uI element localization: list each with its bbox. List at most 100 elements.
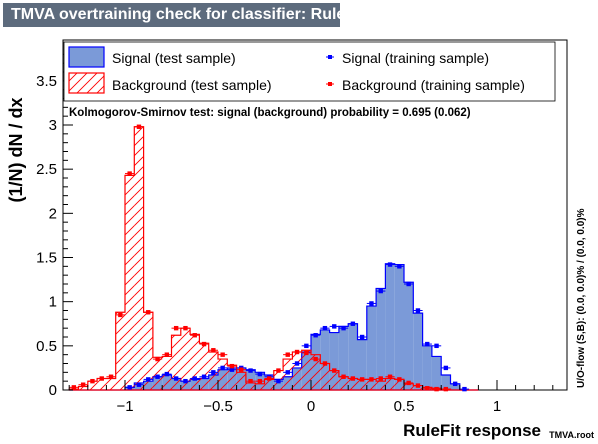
overflow-text: U/O-flow (S,B): (0.0, 0.0)% / (0.0, 0.0)… [576,208,587,388]
signal-train-marker [425,341,430,347]
x-tick-label: −0.5 [203,398,233,415]
background-train-marker [155,356,160,362]
signal-train-marker [248,368,253,373]
background-test-bar [329,370,339,390]
background-test-bar [413,385,423,390]
background-train-marker [266,376,272,381]
signal-train-marker [341,325,346,331]
signal-test-bar [348,323,358,390]
background-test-bar [320,363,330,390]
legend: Signal (test sample) Background (test sa… [63,41,556,102]
signal-test-bar [413,313,423,390]
x-tick-label: 0.5 [394,398,415,415]
background-test-bar [171,335,181,390]
background-test-bar [283,359,293,390]
background-test-bar [190,334,200,390]
y-tick-label: 3.5 [36,73,57,90]
background-test-bar [255,383,265,390]
background-train-marker [80,382,86,387]
y-tick-label: 1.5 [36,250,57,267]
signal-train-markers [125,262,470,392]
background-test-bar [87,381,98,390]
background-train-marker [220,352,225,357]
x-tick-label: 0 [307,398,315,415]
background-train-marker [276,368,281,373]
signal-train-marker [452,381,458,387]
signal-train-marker [369,301,374,306]
background-train-marker [108,374,114,379]
signal-train-marker [415,308,421,313]
signal-test-bar [450,383,460,390]
signal-train-marker [276,378,281,384]
signal-train-marker [406,281,411,287]
signal-test-bar [431,356,442,390]
signal-train-marker [294,361,300,366]
background-train-marker [443,386,449,392]
background-test-bar [106,378,116,390]
y-tick-label: 2.5 [36,161,57,178]
signal-train-marker [229,367,235,372]
background-train-marker [397,377,402,382]
signal-train-marker [313,333,318,338]
background-train-markers [69,124,451,392]
signal-train-marker [332,324,337,329]
background-train-marker [304,350,309,356]
background-train-marker [71,385,77,390]
signal-train-marker [136,382,142,387]
signal-train-marker [211,370,216,375]
signal-train-marker [359,334,365,340]
signal-train-marker [350,321,356,326]
signal-test-bar [366,306,377,390]
background-test-bar [264,379,274,390]
chart-title-box: TMVA overtraining check for classifier: … [3,3,365,27]
background-train-marker [285,352,290,357]
signal-train-marker [304,343,309,349]
y-tick-label: 2 [49,205,57,222]
signal-test-bar [357,339,367,390]
background-test-bar [366,379,377,390]
legend-signal-train-label: Signal (training sample) [342,50,489,66]
y-tick-label: 0 [49,382,57,399]
x-axis-label: RuleFit response [403,421,541,440]
background-test-bar [115,312,125,390]
background-train-marker [136,124,142,129]
background-train-marker [239,367,244,372]
background-test-bar [152,357,163,390]
signal-train-marker [322,325,328,331]
background-test-bar [292,352,302,390]
background-train-marker [387,374,393,379]
signal-train-marker [155,374,160,379]
background-train-marker [211,348,216,353]
background-test-bar [97,378,107,390]
background-train-marker [313,356,318,362]
background-train-marker [322,361,328,366]
background-test-bar [385,378,395,390]
background-train-marker [99,376,104,381]
background-train-marker [229,363,235,369]
watermark-text: TMVA.root [549,430,594,440]
background-train-marker [415,383,421,388]
chart-title: TMVA overtraining check for classifier: … [11,6,365,23]
background-test-bar [311,354,321,390]
legend-box [63,41,556,102]
signal-test-bar [385,263,395,390]
background-train-marker [173,325,179,331]
signal-train-marker [378,288,383,294]
background-test-bar [357,379,367,390]
y-tick-label: 1 [49,294,57,311]
background-test-bar [348,378,358,390]
background-train-marker [378,376,383,381]
background-test-bar [404,383,414,390]
background-train-marker [183,325,188,331]
background-test-bar [301,350,311,390]
background-train-marker [369,377,374,382]
background-test-bar [143,312,153,390]
signal-train-marker [146,377,151,382]
ks-test-text: Kolmogorov-Smirnov test: signal (backgro… [69,107,471,119]
signal-train-marker [387,262,393,267]
background-test-bar [236,372,246,390]
signal-train-marker [257,371,263,377]
background-test-bar [180,328,191,390]
background-test-bar [134,126,144,391]
signal-train-marker [443,365,449,371]
